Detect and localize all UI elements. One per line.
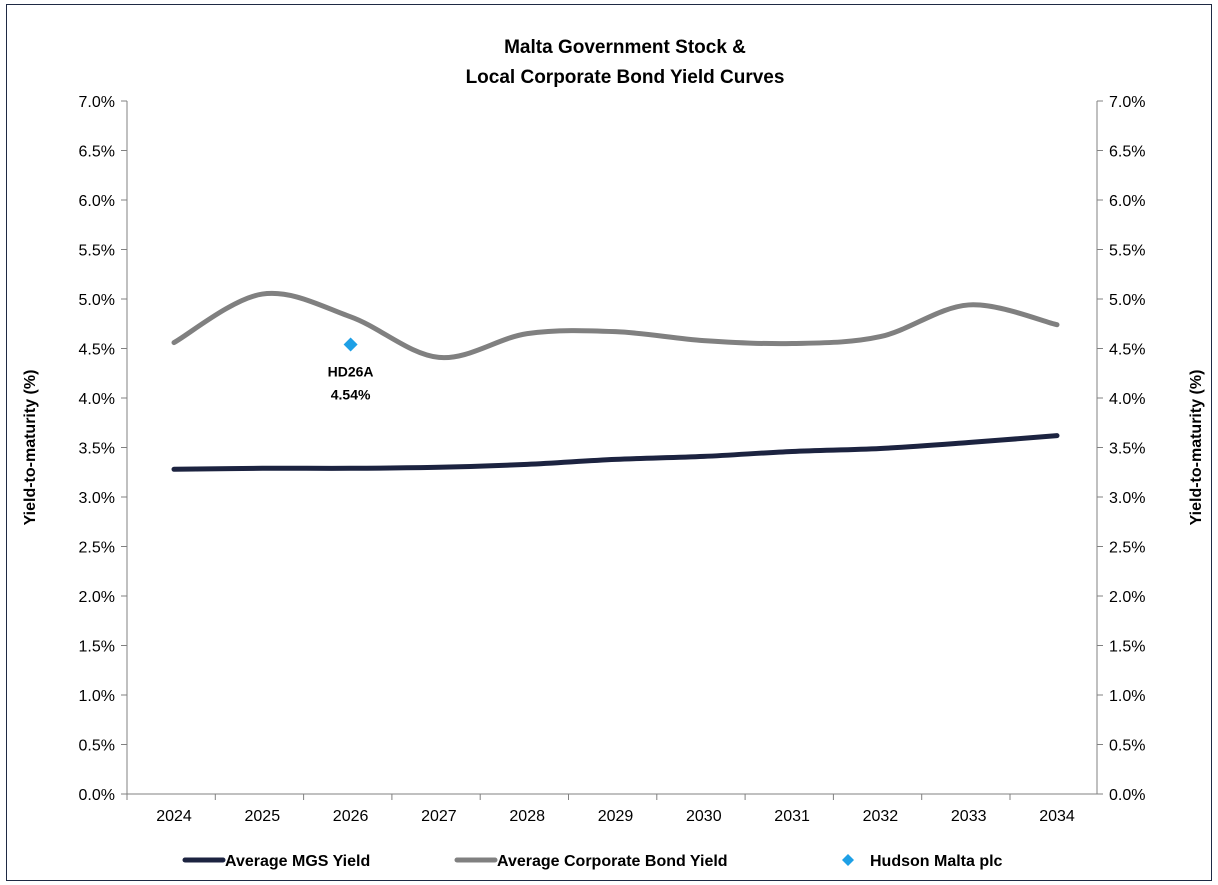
scatter-marker: [343, 337, 358, 352]
right-y-tick-label: 1.5%: [1109, 639, 1145, 656]
x-tick-label: 2027: [421, 808, 457, 825]
left-y-tick-label: 0.0%: [79, 787, 115, 804]
right-y-tick-label: 4.5%: [1109, 342, 1145, 359]
left-y-tick-label: 6.0%: [79, 193, 115, 210]
left-y-tick-label: 3.5%: [79, 441, 115, 458]
x-tick-label: 2034: [1039, 808, 1075, 825]
left-y-tick-label: 4.5%: [79, 342, 115, 359]
x-tick-label: 2026: [333, 808, 369, 825]
left-y-axis-title: Yield-to-maturity (%): [22, 370, 39, 526]
left-y-tick-label: 6.5%: [79, 144, 115, 161]
left-y-tick-label: 7.0%: [79, 94, 115, 111]
left-y-tick-label: 5.0%: [79, 292, 115, 309]
x-tick-label: 2024: [156, 808, 192, 825]
left-y-tick-label: 2.0%: [79, 589, 115, 606]
right-y-tick-label: 5.5%: [1109, 243, 1145, 260]
x-tick-label: 2030: [686, 808, 722, 825]
chart-title-line: Malta Government Stock &: [504, 37, 746, 58]
right-y-tick-label: 0.5%: [1109, 738, 1145, 755]
right-y-tick-label: 6.5%: [1109, 144, 1145, 161]
series-line-1: [171, 290, 1060, 361]
yield-curve-chart: Malta Government Stock & Local Corporate …: [22, 37, 1205, 870]
right-y-tick-label: 0.0%: [1109, 787, 1145, 804]
right-y-tick-label: 2.0%: [1109, 589, 1145, 606]
right-y-tick-label: 2.5%: [1109, 540, 1145, 557]
x-tick-label: 2031: [774, 808, 810, 825]
chart-frame: Malta Government Stock & Local Corporate …: [6, 4, 1212, 881]
right-y-tick-label: 3.0%: [1109, 490, 1145, 507]
right-y-tick-label: 3.5%: [1109, 441, 1145, 458]
left-y-tick-label: 0.5%: [79, 738, 115, 755]
left-y-tick-label: 1.5%: [79, 639, 115, 656]
legend-label-2: Hudson Malta plc: [870, 853, 1003, 870]
right-y-tick-label: 5.0%: [1109, 292, 1145, 309]
right-y-tick-label: 6.0%: [1109, 193, 1145, 210]
right-y-tick-label: 4.0%: [1109, 391, 1145, 408]
legend-label-1: Average Corporate Bond Yield: [497, 853, 728, 870]
left-y-tick-label: 5.5%: [79, 243, 115, 260]
data-label: 4.54%: [331, 387, 371, 403]
x-tick-label: 2029: [598, 808, 634, 825]
right-y-tick-label: 7.0%: [1109, 94, 1145, 111]
x-tick-label: 2033: [951, 808, 987, 825]
left-y-tick-label: 3.0%: [79, 490, 115, 507]
series-line-0: [171, 433, 1060, 472]
left-y-tick-label: 1.0%: [79, 688, 115, 705]
legend-swatch-2: [842, 854, 854, 866]
legend-label-0: Average MGS Yield: [225, 853, 370, 870]
left-y-tick-label: 2.5%: [79, 540, 115, 557]
x-tick-label: 2028: [509, 808, 545, 825]
x-tick-label: 2032: [863, 808, 899, 825]
x-tick-label: 2025: [245, 808, 281, 825]
left-y-tick-label: 4.0%: [79, 391, 115, 408]
chart-title-line: Local Corporate Bond Yield Curves: [466, 67, 785, 88]
right-y-tick-label: 1.0%: [1109, 688, 1145, 705]
right-y-axis-title: Yield-to-maturity (%): [1188, 370, 1205, 526]
data-label: HD26A: [328, 364, 374, 380]
